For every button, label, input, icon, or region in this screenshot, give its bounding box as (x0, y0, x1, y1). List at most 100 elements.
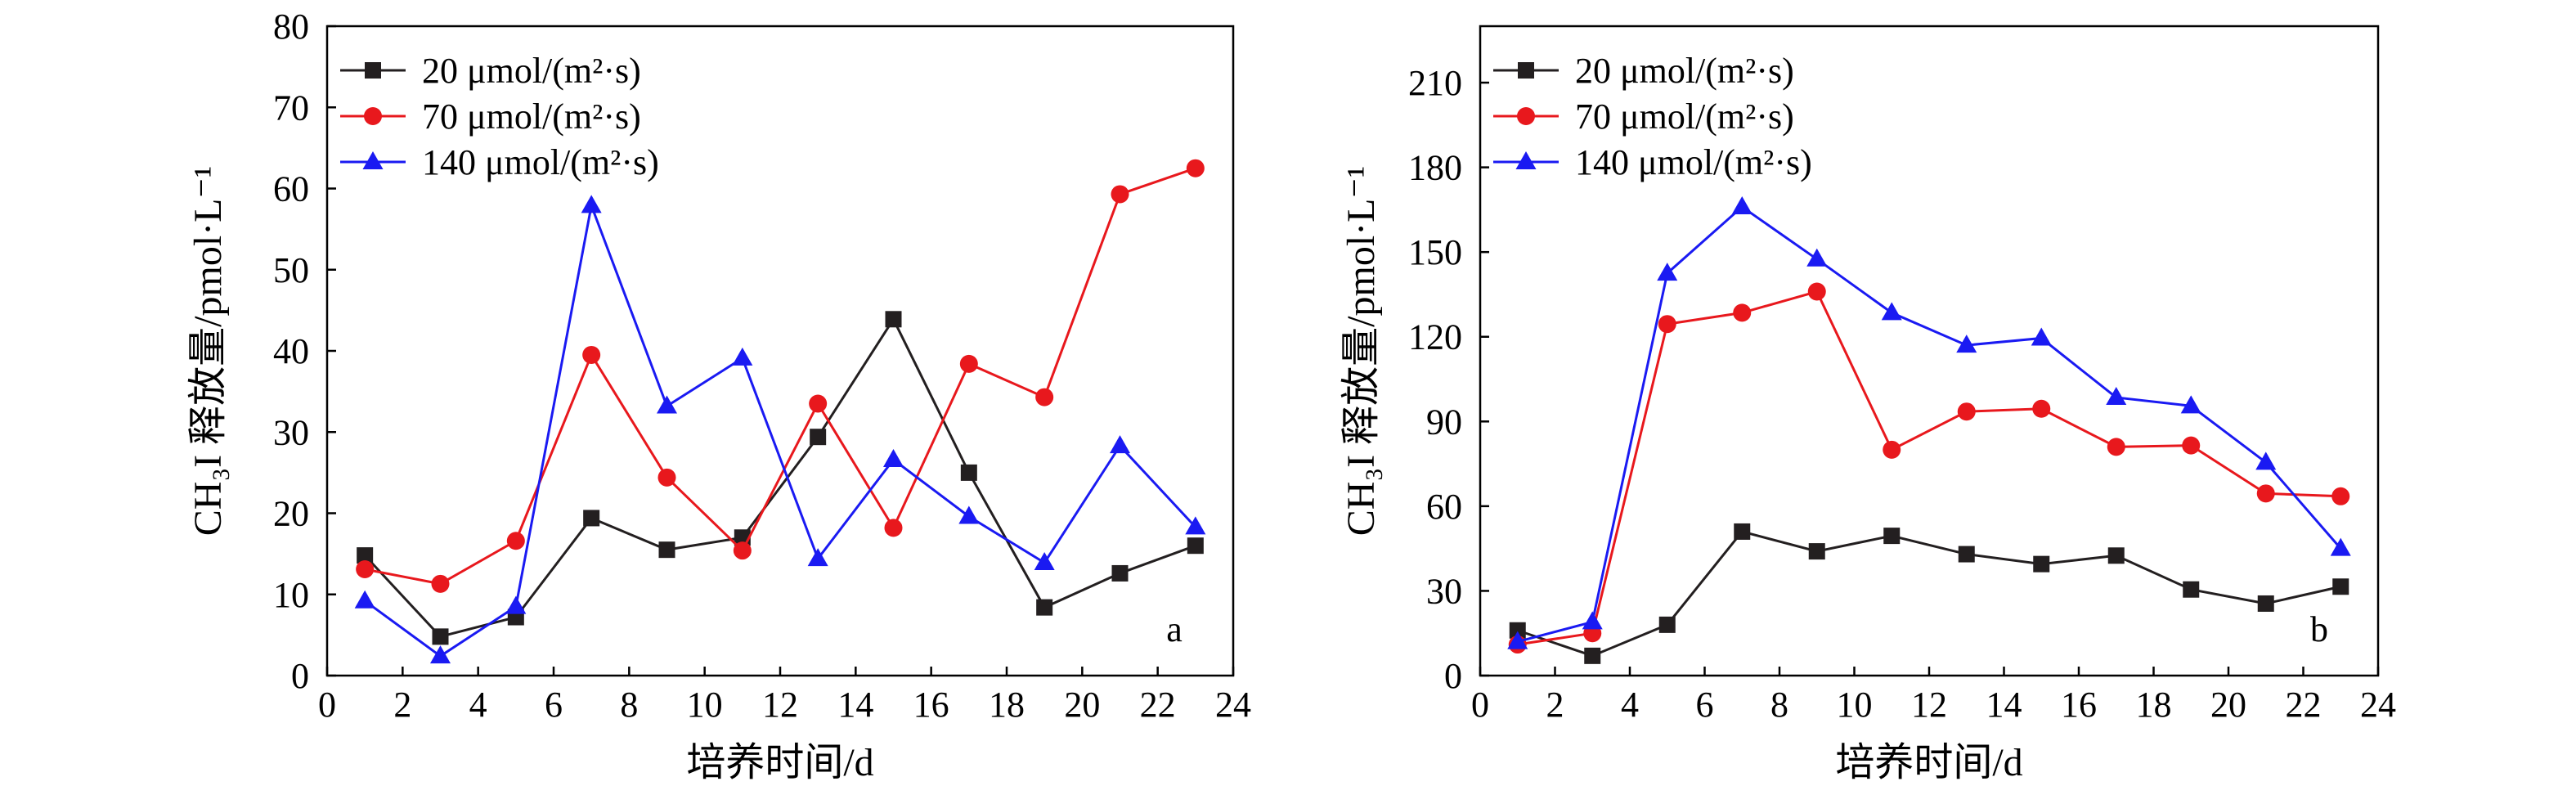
data-point (1956, 335, 1977, 353)
series-line (1517, 205, 2342, 644)
data-point (432, 628, 449, 645)
data-point (809, 394, 828, 413)
y-tick-label: 0 (1444, 656, 1462, 696)
y-tick-label: 120 (1408, 317, 1462, 357)
data-point (583, 510, 600, 527)
x-tick-label: 24 (1215, 685, 1251, 725)
data-point (1110, 435, 1130, 454)
data-point (2032, 399, 2051, 418)
legend-marker (1518, 62, 1534, 79)
data-point (1658, 315, 1676, 334)
data-point (582, 345, 601, 364)
series-line (364, 167, 1196, 586)
data-point (1807, 282, 1826, 301)
legend-marker (1515, 151, 1537, 169)
legend-label: 140 μmol/(m²·s) (422, 142, 659, 182)
legend: 20 μmol/(m²·s) 70 μmol/(m²·s) 140 μmol/(m²… (340, 51, 659, 182)
data-point (1582, 611, 1603, 630)
y-tick-label: 20 (273, 494, 309, 534)
series-2 (356, 159, 1205, 593)
y-tick-label: 150 (1408, 232, 1462, 272)
x-axis-title: 培养时间/d (1835, 741, 2022, 784)
data-point (354, 590, 375, 609)
x-tick-label: 6 (545, 685, 563, 725)
series-line (1517, 290, 2341, 646)
x-tick-label: 12 (1911, 685, 1947, 725)
x-axis-title: 培养时间/d (686, 741, 873, 784)
data-point (810, 429, 827, 446)
x-tick-label: 22 (2286, 685, 2322, 725)
data-point (1883, 528, 1901, 545)
data-point (2183, 581, 2200, 598)
x-tick-label: 10 (687, 685, 723, 725)
y-tick-label: 210 (1408, 63, 1462, 103)
y-tick-label: 60 (1426, 487, 1462, 527)
data-point (505, 595, 527, 614)
series-line (364, 200, 1196, 658)
x-tick-label: 4 (469, 685, 487, 725)
data-point (2107, 547, 2125, 564)
panel-label: a (1166, 609, 1183, 649)
data-point (2107, 438, 2125, 456)
data-point (1507, 631, 1528, 649)
series-1 (1509, 523, 2349, 664)
data-point (2033, 555, 2050, 573)
data-point (2180, 395, 2201, 414)
data-point (2182, 436, 2201, 455)
data-point (1658, 616, 1676, 633)
x-tick-label: 16 (2061, 685, 2097, 725)
x-tick-label: 24 (2360, 685, 2396, 725)
y-tick-label: 10 (273, 575, 309, 615)
x-tick-label: 4 (1621, 685, 1639, 725)
y-tick-label: 40 (273, 331, 309, 371)
y-axis-title: CH₃I 释放量/pmol·L⁻¹ (1340, 166, 1383, 536)
data-point (1806, 248, 1828, 267)
data-point (1881, 302, 1902, 321)
data-point (733, 541, 752, 560)
series-line (364, 317, 1196, 639)
x-tick-label: 0 (1471, 685, 1489, 725)
y-tick-label: 180 (1408, 148, 1462, 188)
data-point (960, 464, 977, 481)
data-point (1187, 537, 1204, 555)
data-point (732, 347, 753, 366)
legend-label: 70 μmol/(m²·s) (1575, 97, 1794, 137)
legend-marker (1517, 107, 1535, 125)
series-line (1517, 530, 2341, 658)
x-tick-label: 12 (762, 685, 798, 725)
data-point (1733, 303, 1752, 322)
y-tick-label: 80 (273, 7, 309, 47)
x-tick-label: 18 (2136, 685, 2172, 725)
x-tick-label: 22 (1140, 685, 1176, 725)
data-point (357, 547, 374, 564)
data-point (431, 574, 450, 593)
data-point (506, 532, 525, 550)
legend-label: 140 μmol/(m²·s) (1575, 142, 1812, 182)
x-tick-label: 14 (1986, 685, 2022, 725)
data-point (1958, 546, 1975, 563)
legend: 20 μmol/(m²·s) 70 μmol/(m²·s) 140 μmol/(m²… (1493, 51, 1812, 182)
data-point (1034, 552, 1055, 571)
data-point (2331, 487, 2350, 505)
data-point (1186, 159, 1205, 177)
chart-panel-b: 0 2 4 6 8 10 12 14 16 18 20 22 240306090120150180210… (1340, 25, 2396, 784)
data-point (1808, 543, 1825, 560)
y-tick-label: 30 (273, 412, 309, 452)
x-tick-label: 6 (1696, 685, 1714, 725)
data-point (1584, 647, 1601, 664)
y-tick-label: 0 (291, 656, 309, 696)
data-point (885, 311, 902, 328)
legend-marker (364, 107, 382, 125)
data-point (2031, 327, 2052, 346)
x-tick-label: 10 (1837, 685, 1873, 725)
legend-label: 20 μmol/(m²·s) (422, 51, 641, 91)
panel-label: b (2310, 609, 2328, 649)
data-point (2330, 537, 2351, 556)
data-point (958, 505, 980, 524)
legend-label: 20 μmol/(m²·s) (1575, 51, 1794, 91)
data-point (2256, 484, 2275, 503)
data-point (658, 541, 675, 559)
data-point (2106, 386, 2127, 405)
data-point (1883, 440, 1901, 459)
